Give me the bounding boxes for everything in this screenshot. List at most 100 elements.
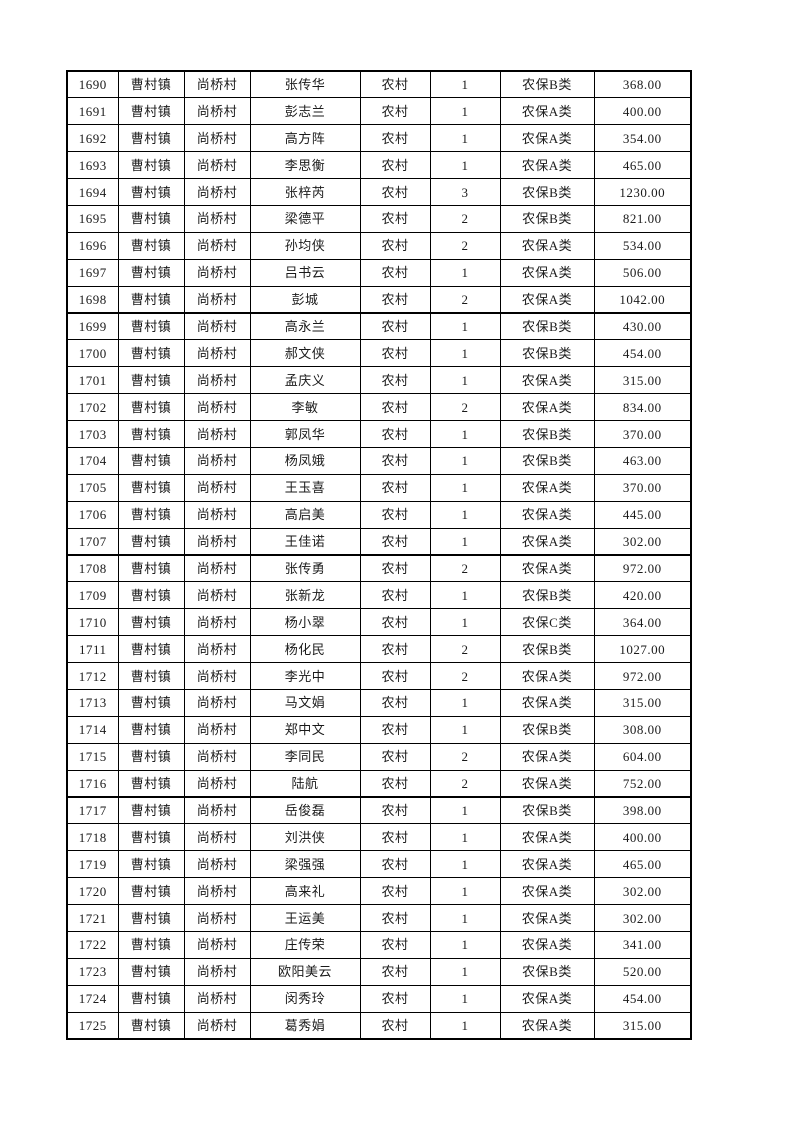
table-row: 1707 曹村镇 尚桥村 王佳诺 农村 1 农保A类 302.00	[66, 527, 692, 556]
person-name-cell: 张传华	[249, 70, 361, 99]
town-cell: 曹村镇	[117, 581, 185, 610]
category-cell: 农村	[359, 446, 431, 475]
village-cell: 尚桥村	[183, 688, 251, 717]
table-row: 1705 曹村镇 尚桥村 王玉喜 农村 1 农保A类 370.00	[66, 473, 692, 502]
amount-cell: 465.00	[593, 850, 692, 879]
amount-cell: 972.00	[593, 554, 692, 583]
table-row: 1714 曹村镇 尚桥村 郑中文 农村 1 农保B类 308.00	[66, 715, 692, 744]
village-cell: 尚桥村	[183, 473, 251, 502]
table-row: 1698 曹村镇 尚桥村 彭城 农村 2 农保A类 1042.00	[66, 285, 692, 314]
person-count-cell: 1	[429, 258, 501, 287]
person-count-cell: 1	[429, 957, 501, 986]
amount-cell: 752.00	[593, 769, 692, 798]
amount-cell: 364.00	[593, 608, 692, 637]
village-cell: 尚桥村	[183, 904, 251, 932]
village-cell: 尚桥村	[183, 581, 251, 610]
person-name-cell: 郑中文	[249, 715, 361, 744]
record-id-cell: 1708	[66, 554, 119, 583]
town-cell: 曹村镇	[117, 285, 185, 314]
person-name-cell: 李光中	[249, 662, 361, 690]
category-cell: 农村	[359, 97, 431, 126]
insurance-type-cell: 农保A类	[499, 984, 595, 1013]
person-name-cell: 吕书云	[249, 258, 361, 287]
table-row: 1703 曹村镇 尚桥村 郭凤华 农村 1 农保B类 370.00	[66, 420, 692, 448]
town-cell: 曹村镇	[117, 151, 185, 180]
record-id-cell: 1698	[66, 285, 119, 314]
record-id-cell: 1725	[66, 1011, 119, 1040]
record-id-cell: 1711	[66, 635, 119, 664]
insurance-type-cell: 农保B类	[499, 420, 595, 448]
person-name-cell: 孙均侠	[249, 231, 361, 260]
category-cell: 农村	[359, 339, 431, 368]
village-cell: 尚桥村	[183, 393, 251, 422]
category-cell: 农村	[359, 635, 431, 664]
amount-cell: 370.00	[593, 473, 692, 502]
table-row: 1712 曹村镇 尚桥村 李光中 农村 2 农保A类 972.00	[66, 662, 692, 690]
town-cell: 曹村镇	[117, 366, 185, 395]
person-name-cell: 闵秀玲	[249, 984, 361, 1013]
person-name-cell: 李思衡	[249, 151, 361, 180]
person-count-cell: 2	[429, 285, 501, 314]
village-cell: 尚桥村	[183, 554, 251, 583]
category-cell: 农村	[359, 904, 431, 932]
amount-cell: 400.00	[593, 823, 692, 852]
category-cell: 农村	[359, 662, 431, 690]
person-count-cell: 1	[429, 339, 501, 368]
table-row: 1706 曹村镇 尚桥村 高启美 农村 1 农保A类 445.00	[66, 500, 692, 529]
record-id-cell: 1710	[66, 608, 119, 637]
table-row: 1709 曹村镇 尚桥村 张新龙 农村 1 农保B类 420.00	[66, 581, 692, 610]
person-count-cell: 2	[429, 231, 501, 260]
record-id-cell: 1704	[66, 446, 119, 475]
person-count-cell: 2	[429, 204, 501, 233]
category-cell: 农村	[359, 420, 431, 448]
village-cell: 尚桥村	[183, 258, 251, 287]
amount-cell: 400.00	[593, 97, 692, 126]
village-cell: 尚桥村	[183, 742, 251, 771]
town-cell: 曹村镇	[117, 446, 185, 475]
category-cell: 农村	[359, 715, 431, 744]
person-name-cell: 彭志兰	[249, 97, 361, 126]
amount-cell: 368.00	[593, 70, 692, 99]
category-cell: 农村	[359, 742, 431, 771]
record-id-cell: 1723	[66, 957, 119, 986]
category-cell: 农村	[359, 366, 431, 395]
amount-cell: 463.00	[593, 446, 692, 475]
village-cell: 尚桥村	[183, 231, 251, 260]
amount-cell: 506.00	[593, 258, 692, 287]
person-name-cell: 岳俊磊	[249, 796, 361, 825]
record-id-cell: 1712	[66, 662, 119, 690]
village-cell: 尚桥村	[183, 339, 251, 368]
person-name-cell: 高启美	[249, 500, 361, 529]
amount-cell: 821.00	[593, 204, 692, 233]
record-id-cell: 1705	[66, 473, 119, 502]
table-row: 1697 曹村镇 尚桥村 吕书云 农村 1 农保A类 506.00	[66, 258, 692, 287]
table-row: 1690 曹村镇 尚桥村 张传华 农村 1 农保B类 368.00	[66, 70, 692, 99]
town-cell: 曹村镇	[117, 931, 185, 959]
person-name-cell: 梁德平	[249, 204, 361, 233]
amount-cell: 834.00	[593, 393, 692, 422]
person-count-cell: 1	[429, 500, 501, 529]
town-cell: 曹村镇	[117, 904, 185, 932]
record-id-cell: 1720	[66, 877, 119, 906]
table-row: 1695 曹村镇 尚桥村 梁德平 农村 2 农保B类 821.00	[66, 204, 692, 233]
town-cell: 曹村镇	[117, 178, 185, 206]
town-cell: 曹村镇	[117, 258, 185, 287]
record-id-cell: 1713	[66, 688, 119, 717]
town-cell: 曹村镇	[117, 984, 185, 1013]
person-name-cell: 张梓芮	[249, 178, 361, 206]
category-cell: 农村	[359, 796, 431, 825]
town-cell: 曹村镇	[117, 688, 185, 717]
town-cell: 曹村镇	[117, 97, 185, 126]
village-cell: 尚桥村	[183, 204, 251, 233]
table-row: 1694 曹村镇 尚桥村 张梓芮 农村 3 农保B类 1230.00	[66, 178, 692, 206]
person-count-cell: 1	[429, 904, 501, 932]
table-row: 1699 曹村镇 尚桥村 高永兰 农村 1 农保B类 430.00	[66, 312, 692, 341]
person-name-cell: 葛秀娟	[249, 1011, 361, 1040]
village-cell: 尚桥村	[183, 823, 251, 852]
category-cell: 农村	[359, 581, 431, 610]
village-cell: 尚桥村	[183, 769, 251, 798]
town-cell: 曹村镇	[117, 742, 185, 771]
table-row: 1717 曹村镇 尚桥村 岳俊磊 农村 1 农保B类 398.00	[66, 796, 692, 825]
amount-cell: 315.00	[593, 688, 692, 717]
record-id-cell: 1721	[66, 904, 119, 932]
